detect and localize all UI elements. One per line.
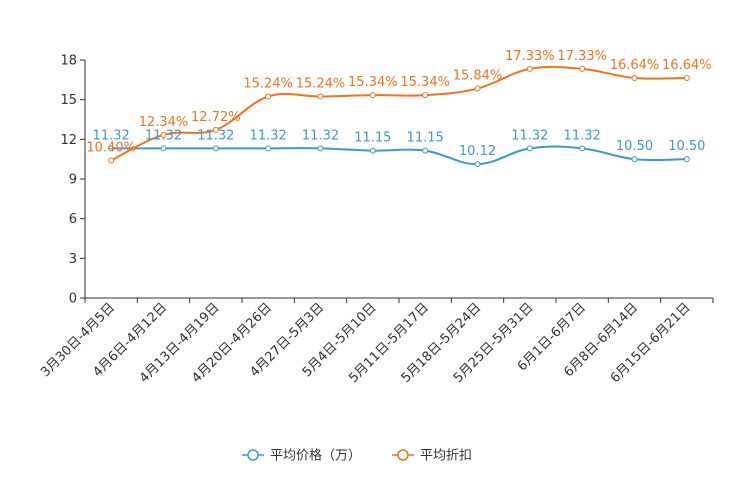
chart-axes: 03691215183月30日-4月5日4月6日-4月12日4月13日-4月19… xyxy=(38,54,714,386)
data-point xyxy=(369,147,376,154)
data-point xyxy=(108,145,115,152)
y-tick-label: 0 xyxy=(69,292,77,307)
data-point xyxy=(422,92,429,99)
y-tick-label: 6 xyxy=(69,212,77,227)
data-label: 11.32 xyxy=(145,128,182,143)
data-point xyxy=(317,93,324,100)
data-label: 10.40% xyxy=(86,140,136,155)
data-label: 10.50 xyxy=(668,139,705,154)
data-label: 11.32 xyxy=(93,128,130,143)
series-line-1 xyxy=(110,65,687,162)
data-label: 11.32 xyxy=(250,128,287,143)
data-label: 11.15 xyxy=(354,131,391,146)
data-label: 17.33% xyxy=(505,49,555,64)
data-point xyxy=(160,145,167,152)
data-label: 11.32 xyxy=(564,128,601,143)
legend-item-1[interactable]: 平均折扣 xyxy=(392,449,472,464)
data-label: 15.24% xyxy=(296,76,346,91)
data-label: 16.64% xyxy=(610,58,660,73)
data-point xyxy=(474,85,481,92)
data-label: 11.32 xyxy=(511,128,548,143)
data-point xyxy=(631,74,638,81)
data-label: 17.33% xyxy=(557,49,607,64)
data-label: 11.32 xyxy=(197,128,234,143)
data-point xyxy=(160,131,167,138)
data-point xyxy=(422,147,429,154)
data-label: 15.24% xyxy=(243,76,293,91)
series-line-0 xyxy=(111,145,687,166)
data-point xyxy=(265,145,272,152)
legend-label: 平均折扣 xyxy=(420,449,472,464)
legend-marker-icon xyxy=(247,449,259,461)
data-point xyxy=(683,74,690,81)
data-label: 10.50 xyxy=(616,139,653,154)
data-label: 11.32 xyxy=(302,128,339,143)
data-label: 12.34% xyxy=(139,115,189,130)
data-point xyxy=(212,145,219,152)
data-label: 11.15 xyxy=(407,131,444,146)
data-point xyxy=(369,92,376,99)
data-point xyxy=(526,145,533,152)
y-tick-label: 15 xyxy=(60,93,77,108)
data-point xyxy=(683,156,690,163)
y-tick-label: 9 xyxy=(69,173,77,188)
data-label: 15.84% xyxy=(453,69,503,84)
data-label: 16.64% xyxy=(662,58,712,73)
legend-marker-icon xyxy=(397,449,409,461)
data-label: 10.12 xyxy=(459,144,496,159)
data-label: 12.72% xyxy=(191,110,241,125)
y-tick-label: 3 xyxy=(69,252,77,267)
data-point xyxy=(526,65,533,72)
y-tick-label: 12 xyxy=(60,133,77,148)
data-label: 15.34% xyxy=(400,75,450,90)
data-label: 15.34% xyxy=(348,75,398,90)
chart-data-labels: 11.32 11.32 11.32 11.32 11.32 11.15 11.15 10.12… xyxy=(86,49,711,159)
data-point xyxy=(631,156,638,163)
legend-item-0[interactable]: 平均价格（万） xyxy=(242,448,361,464)
data-point xyxy=(579,65,586,72)
data-point xyxy=(474,161,481,168)
legend-label: 平均价格（万） xyxy=(270,448,361,464)
data-point xyxy=(579,145,586,152)
chart-series-lines xyxy=(108,65,690,168)
data-point xyxy=(265,93,272,100)
data-point xyxy=(212,126,219,133)
data-point xyxy=(317,145,324,152)
chart-legend[interactable]: 平均价格（万） 平均折扣 xyxy=(242,448,472,464)
data-point xyxy=(108,157,115,164)
y-tick-label: 18 xyxy=(60,54,77,69)
